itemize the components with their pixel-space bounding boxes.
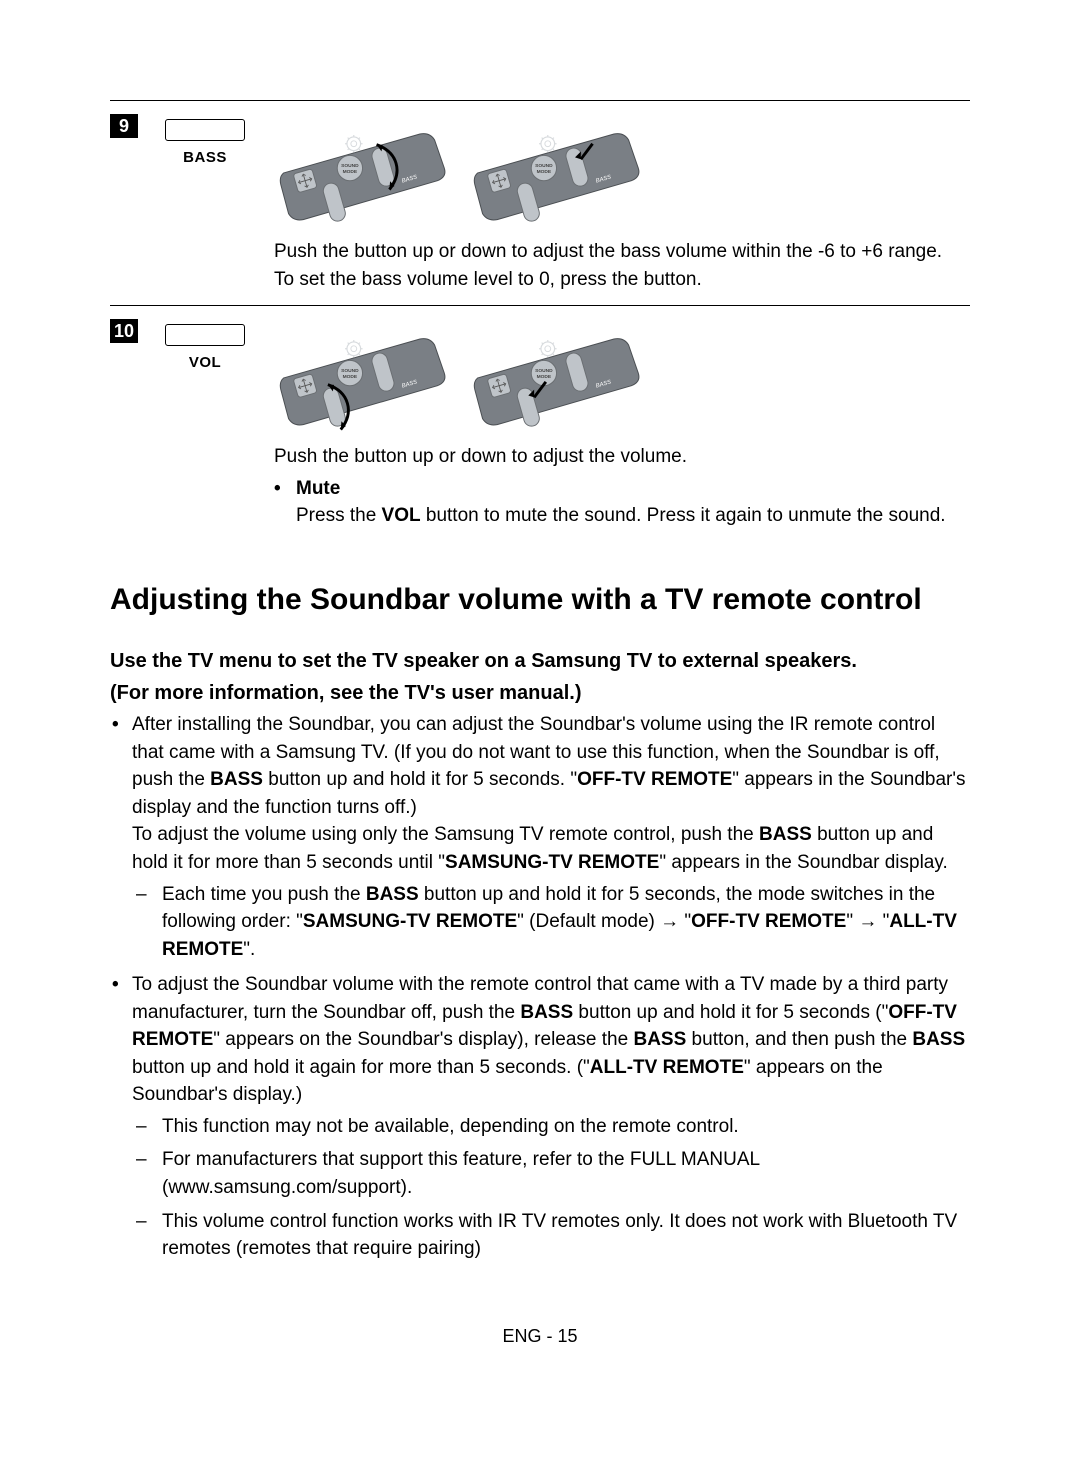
page-footer: ENG - 15: [110, 1323, 970, 1349]
mute-bullet: • Mute Press the VOL button to mute the …: [274, 475, 970, 530]
vol-description: Push the button up or down to adjust the…: [260, 318, 970, 530]
sub-list: Each time you push the BASS button up an…: [132, 881, 970, 964]
row-number-badge: 9: [110, 114, 138, 138]
row-number-badge: 10: [110, 319, 138, 343]
vol-button-label: VOL: [150, 352, 260, 374]
button-label-col: VOL: [150, 318, 260, 530]
section-heading: Adjusting the Soundbar volume with a TV …: [110, 578, 970, 622]
list-item: Each time you push the BASS button up an…: [162, 881, 970, 964]
bullet-dot: •: [274, 475, 296, 530]
row-number-col: 9: [110, 113, 150, 293]
row-bass: 9 BASS Push the button up or down to adj…: [110, 100, 970, 305]
bass-description: Push the button up or down to adjust the…: [260, 113, 970, 293]
remote-illustrations: [274, 113, 970, 228]
row-number-col: 10: [110, 318, 150, 530]
remote-bass-updown-icon: [274, 113, 454, 228]
remote-vol-press-icon: [468, 318, 648, 433]
list-item: To adjust the Soundbar volume with the r…: [132, 971, 970, 1262]
bass-desc-line2: To set the bass volume level to 0, press…: [274, 266, 970, 294]
vol-button-outline: [165, 324, 245, 346]
remote-vol-updown-icon: [274, 318, 454, 433]
list-item: After installing the Soundbar, you can a…: [132, 711, 970, 963]
bass-button-label: BASS: [150, 147, 260, 169]
vol-desc-line1: Push the button up or down to adjust the…: [274, 443, 970, 471]
remote-illustrations: [274, 318, 970, 433]
bass-desc-line1: Push the button up or down to adjust the…: [274, 238, 970, 266]
mute-desc: Press the VOL button to mute the sound. …: [296, 505, 946, 526]
mute-label: Mute: [296, 478, 340, 499]
list-item: For manufacturers that support this feat…: [162, 1146, 970, 1201]
subheading-line1: Use the TV menu to set the TV speaker on…: [110, 647, 970, 675]
subheading-line2: (For more information, see the TV's user…: [110, 679, 970, 707]
list-item: This function may not be available, depe…: [162, 1113, 970, 1141]
list-item: This volume control function works with …: [162, 1208, 970, 1263]
instruction-list: After installing the Soundbar, you can a…: [110, 711, 970, 1262]
remote-bass-press-icon: [468, 113, 648, 228]
sub-list: This function may not be available, depe…: [132, 1113, 970, 1263]
button-label-col: BASS: [150, 113, 260, 293]
row-vol: 10 VOL Push the button up or down to adj…: [110, 305, 970, 542]
bass-button-outline: [165, 119, 245, 141]
